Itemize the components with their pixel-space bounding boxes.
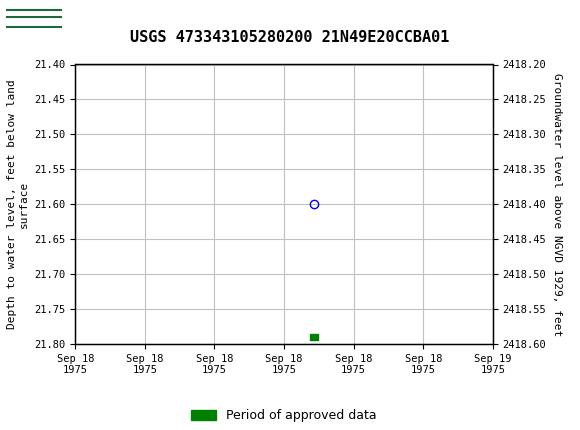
Y-axis label: Groundwater level above NGVD 1929, feet: Groundwater level above NGVD 1929, feet [552,73,562,336]
Bar [5,3,63,36]
Bar [310,334,318,340]
Text: USGS: USGS [67,10,122,28]
Y-axis label: Depth to water level, feet below land
surface: Depth to water level, feet below land su… [8,80,29,329]
Text: USGS 473343105280200 21N49E20CCBA01: USGS 473343105280200 21N49E20CCBA01 [130,30,450,45]
Legend: Period of approved data: Period of approved data [186,404,382,427]
